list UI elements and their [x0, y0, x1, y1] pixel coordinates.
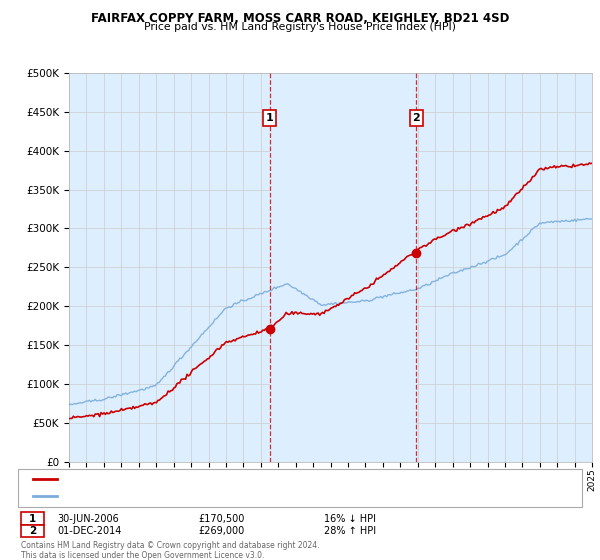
Text: FAIRFAX COPPY FARM, MOSS CARR ROAD, KEIGHLEY, BD21 4SD: FAIRFAX COPPY FARM, MOSS CARR ROAD, KEIG…	[91, 12, 509, 25]
Text: 30-JUN-2006: 30-JUN-2006	[57, 514, 119, 524]
Text: 2: 2	[412, 113, 420, 123]
Text: 28% ↑ HPI: 28% ↑ HPI	[324, 526, 376, 536]
Text: 1: 1	[29, 514, 36, 524]
Text: 1: 1	[266, 113, 274, 123]
Text: FAIRFAX COPPY FARM, MOSS CARR ROAD, KEIGHLEY, BD21 4SD (detached house): FAIRFAX COPPY FARM, MOSS CARR ROAD, KEIG…	[60, 475, 413, 484]
Text: 01-DEC-2014: 01-DEC-2014	[57, 526, 121, 536]
Text: HPI: Average price, detached house, Bradford: HPI: Average price, detached house, Brad…	[60, 492, 257, 501]
Text: £269,000: £269,000	[198, 526, 244, 536]
Text: Price paid vs. HM Land Registry's House Price Index (HPI): Price paid vs. HM Land Registry's House …	[144, 22, 456, 32]
Text: Contains HM Land Registry data © Crown copyright and database right 2024.
This d: Contains HM Land Registry data © Crown c…	[21, 541, 320, 560]
Text: £170,500: £170,500	[198, 514, 244, 524]
Text: 2: 2	[29, 526, 36, 536]
Text: 16% ↓ HPI: 16% ↓ HPI	[324, 514, 376, 524]
Bar	[269, 73, 416, 462]
